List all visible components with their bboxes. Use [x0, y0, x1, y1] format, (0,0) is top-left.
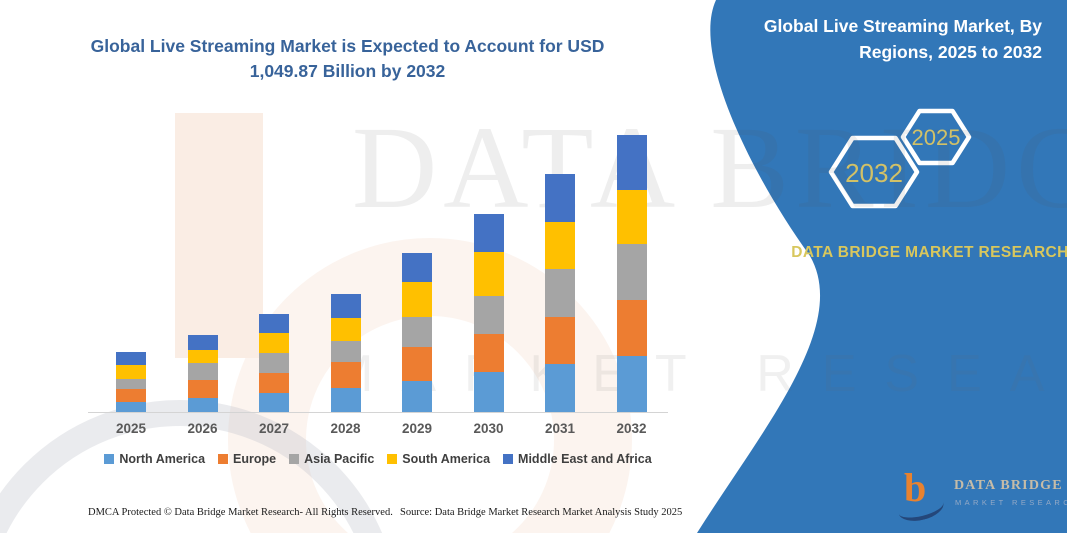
bar-segment-south-america-2026 [187, 349, 218, 363]
bar-segment-asia-pacific-2032 [616, 243, 647, 300]
legend-item-europe: Europe [218, 452, 276, 466]
bar-segment-middle-east-and-africa-2029 [402, 252, 432, 283]
bar-segment-north-america-2031 [545, 364, 575, 412]
footer-source: Source: Data Bridge Market Research Mark… [400, 507, 683, 518]
hexagon-2025-label: 2025 [911, 125, 961, 150]
x-axis-label-2027: 2027 [258, 421, 290, 436]
bar-segment-south-america-2030 [473, 251, 504, 296]
bar-segment-middle-east-and-africa-2025 [116, 351, 146, 365]
bar-segment-europe-2030 [473, 333, 504, 373]
hexagon-2032-outline-icon [828, 135, 920, 209]
dbmr-logo-name: DATA BRIDGE [954, 478, 1063, 493]
hexagon-2025-outline-icon [900, 108, 972, 166]
footer-dmca: DMCA Protected © Data Bridge Market Rese… [88, 507, 393, 518]
stacked-bar-2027 [259, 313, 289, 412]
legend: North America Europe Asia Pacific South Ame… [88, 452, 668, 466]
stacked-bar-2026 [187, 335, 218, 412]
stacked-bar-2025 [116, 351, 146, 412]
bar-segment-asia-pacific-2027 [259, 353, 289, 374]
bar-segment-south-america-2029 [402, 282, 432, 318]
bar-segment-asia-pacific-2026 [187, 362, 218, 381]
legend-label-asia-pacific: Asia Pacific [304, 452, 375, 466]
legend-label-europe: Europe [233, 452, 277, 466]
legend-label-middle-east-and-africa: Middle East and Africa [518, 452, 652, 466]
bar-segment-middle-east-and-africa-2032 [616, 135, 647, 190]
bar-segment-north-america-2032 [616, 356, 647, 412]
stacked-bar-2030 [473, 213, 504, 412]
legend-swatch-asia-pacific [289, 454, 300, 464]
x-axis-label-2025: 2025 [115, 421, 147, 436]
stacked-bar-2031 [545, 174, 575, 412]
legend-item-asia-pacific: Asia Pacific [289, 452, 374, 466]
bar-segment-north-america-2025 [116, 401, 146, 412]
bar-segment-north-america-2027 [259, 393, 289, 412]
plot-area [88, 110, 668, 413]
watermark-data-bridge: DATA BRIDGE [352, 102, 1067, 233]
bar-segment-middle-east-and-africa-2030 [473, 213, 504, 252]
bar-segment-europe-2027 [259, 373, 289, 394]
legend-label-north-america: North America [119, 452, 206, 466]
bar-segment-europe-2029 [402, 347, 432, 381]
x-axis-label-2030: 2030 [473, 421, 504, 436]
x-axis-label-2032: 2032 [616, 421, 647, 436]
legend-item-north-america: North America [104, 452, 205, 466]
legend-label-south-america: South America [402, 452, 491, 466]
bar-segment-asia-pacific-2025 [116, 378, 146, 390]
stacked-bar-2028 [330, 294, 361, 412]
panel-title: Global Live Streaming Market, By Regions… [763, 16, 1042, 63]
legend-swatch-north-america [104, 454, 115, 464]
bar-segment-north-america-2029 [402, 380, 432, 412]
bar-segment-europe-2032 [616, 299, 647, 357]
bar-segment-south-america-2028 [330, 318, 361, 341]
watermark-market-research: MARKET RESEARCH [330, 345, 1067, 403]
x-axis-label-2026: 2026 [187, 421, 218, 436]
x-axis-label-2028: 2028 [330, 421, 361, 436]
bar-segment-europe-2026 [187, 380, 218, 398]
legend-item-middle-east-and-africa: Middle East and Africa [503, 452, 652, 466]
dbmr-logo: b DATA BRIDGE MARKET RESEARCH [895, 465, 1067, 528]
bar-segment-asia-pacific-2029 [402, 317, 432, 348]
bar-segment-middle-east-and-africa-2026 [187, 335, 218, 350]
bar-segment-south-america-2025 [116, 364, 146, 379]
bar-segment-south-america-2031 [545, 222, 575, 269]
x-axis-label-2029: 2029 [401, 421, 433, 436]
x-axis-labels: 2025 2026 2027 2028 2029 2030 2031 2032 [88, 421, 668, 441]
dbmr-logo-tagline: MARKET RESEARCH [955, 498, 1067, 507]
chart-title: Global Live Streaming Market is Expected… [90, 36, 605, 82]
blue-panel-path [697, 0, 1067, 533]
bar-segment-asia-pacific-2031 [545, 268, 575, 318]
bar-segment-middle-east-and-africa-2027 [259, 313, 289, 333]
brand-text: DATA BRIDGE MARKET RESEARCH [791, 244, 1067, 261]
dbmr-logo-b-icon: b [904, 465, 927, 510]
bar-segment-asia-pacific-2028 [330, 340, 361, 362]
bar-segment-middle-east-and-africa-2031 [545, 174, 575, 223]
stacked-bar-2029 [402, 252, 432, 412]
bar-segment-europe-2028 [330, 361, 361, 388]
legend-swatch-south-america [387, 454, 398, 464]
bar-segment-middle-east-and-africa-2028 [330, 294, 361, 319]
legend-item-south-america: South America [387, 452, 490, 466]
bar-segment-europe-2031 [545, 317, 575, 364]
hexagon-2032-label: 2032 [845, 158, 903, 188]
legend-swatch-europe [218, 454, 229, 464]
legend-swatch-middle-east-and-africa [503, 454, 514, 464]
x-axis-label-2031: 2031 [544, 421, 576, 436]
bar-segment-north-america-2026 [187, 397, 218, 412]
decor-b-stem [175, 113, 263, 358]
stacked-bar-2032 [616, 135, 647, 412]
bar-segment-europe-2025 [116, 389, 146, 402]
bar-segment-south-america-2027 [259, 332, 289, 354]
x-axis-line [88, 412, 668, 413]
bar-segment-north-america-2030 [473, 372, 504, 412]
bar-segment-south-america-2032 [616, 189, 647, 244]
bar-segment-north-america-2028 [330, 387, 361, 412]
bar-segment-asia-pacific-2030 [473, 295, 504, 334]
